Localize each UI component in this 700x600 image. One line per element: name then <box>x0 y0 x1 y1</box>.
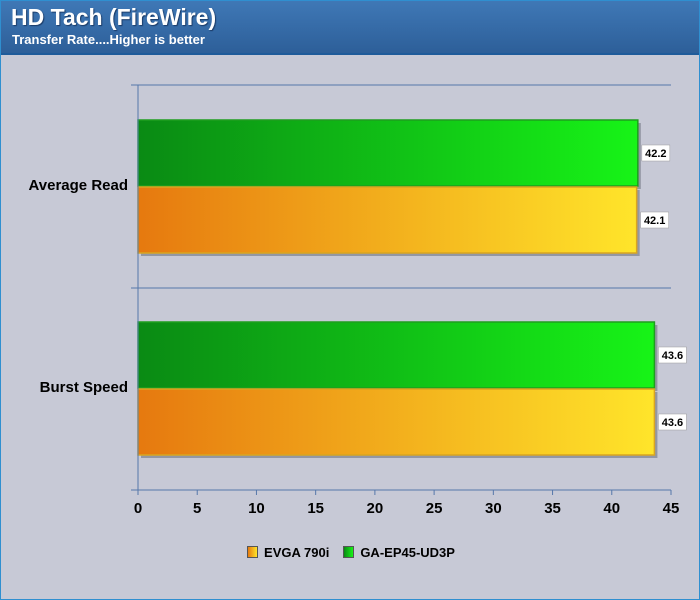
x-tick-label: 30 <box>485 500 502 517</box>
x-tick-label: 10 <box>248 500 265 517</box>
value-label-box <box>640 211 669 229</box>
value-label-box <box>641 144 671 162</box>
legend-label-gigabyte: GA-EP45-UD3P <box>360 544 455 560</box>
bar-evga-790i <box>137 388 656 456</box>
x-tick-label: 20 <box>367 500 384 517</box>
value-label: 42.1 <box>644 215 665 227</box>
bar-evga-790i <box>137 186 638 254</box>
chart-header: HD Tach (FireWire) Transfer Rate....High… <box>1 1 699 55</box>
legend-label-evga: EVGA 790i <box>264 544 330 560</box>
chart-title: HD Tach (FireWire) <box>11 4 217 30</box>
x-tick-label: 45 <box>663 500 680 517</box>
chart-subtitle: Transfer Rate....Higher is better <box>12 32 205 47</box>
value-label: 43.6 <box>662 417 683 429</box>
chart-legend: EVGA 790i GA-EP45-UD3P <box>1 541 700 563</box>
legend-swatch-green <box>343 546 355 558</box>
bar-ga-ep45-ud3p <box>137 321 656 389</box>
bar-ga-ep45-ud3p <box>137 119 639 187</box>
x-tick-label: 0 <box>134 500 142 517</box>
value-label: 43.6 <box>662 350 683 362</box>
x-tick-label: 40 <box>603 500 620 517</box>
legend-swatch-orange <box>247 546 259 558</box>
x-tick-label: 25 <box>426 500 443 517</box>
value-label-box <box>658 346 687 364</box>
x-tick-label: 15 <box>307 500 324 517</box>
legend-item-evga: EVGA 790i <box>247 545 329 560</box>
legend-item-gigabyte: GA-EP45-UD3P <box>343 545 455 560</box>
category-label: Burst Speed <box>40 379 128 396</box>
category-label: Average Read <box>29 177 129 194</box>
x-tick-label: 35 <box>544 500 561 517</box>
value-label-box <box>658 413 687 431</box>
x-tick-label: 5 <box>193 500 201 517</box>
value-label: 42.2 <box>645 148 666 160</box>
